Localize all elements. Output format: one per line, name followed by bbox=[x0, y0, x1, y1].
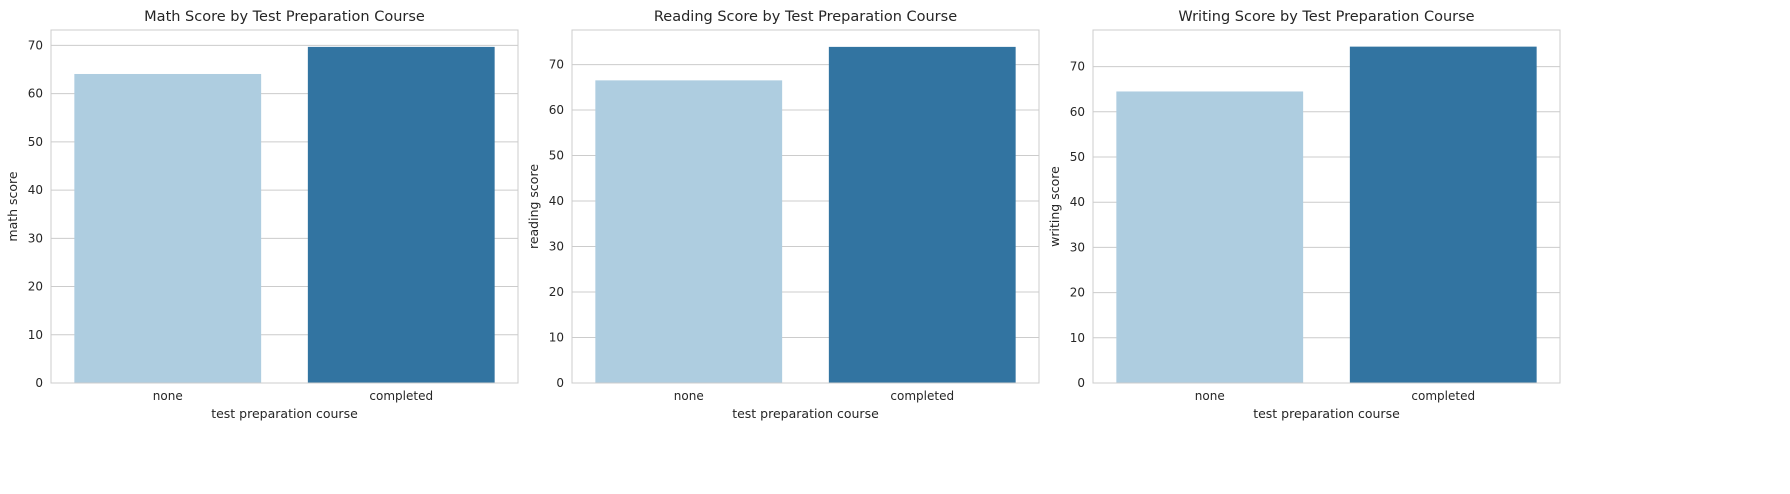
y-tick-label: 40 bbox=[549, 194, 564, 208]
x-tick-label: none bbox=[153, 389, 183, 403]
y-tick-label: 30 bbox=[1070, 240, 1085, 254]
x-axis-label: test preparation course bbox=[1253, 406, 1400, 421]
y-tick-label: 10 bbox=[28, 328, 43, 342]
y-tick-label: 40 bbox=[28, 183, 43, 197]
chart-title: Writing Score by Test Preparation Course bbox=[1178, 9, 1474, 25]
x-tick-label: completed bbox=[1411, 389, 1475, 403]
y-tick-label: 30 bbox=[28, 231, 43, 245]
y-tick-label: 40 bbox=[1070, 195, 1085, 209]
chart-title: Reading Score by Test Preparation Course bbox=[654, 9, 957, 25]
y-axis-label: reading score bbox=[526, 164, 541, 249]
y-tick-label: 70 bbox=[1070, 60, 1085, 74]
y-axis-label: writing score bbox=[1047, 166, 1062, 247]
x-axis-label: test preparation course bbox=[732, 406, 879, 421]
y-tick-label: 70 bbox=[549, 58, 564, 72]
y-tick-label: 50 bbox=[1070, 150, 1085, 164]
y-tick-label: 60 bbox=[28, 87, 43, 101]
y-tick-label: 60 bbox=[1070, 105, 1085, 119]
chart-title: Math Score by Test Preparation Course bbox=[144, 9, 425, 25]
y-tick-label: 0 bbox=[1077, 376, 1085, 390]
y-tick-label: 30 bbox=[549, 240, 564, 254]
bar-none bbox=[1116, 91, 1304, 383]
y-tick-label: 20 bbox=[549, 285, 564, 299]
y-tick-label: 0 bbox=[556, 376, 564, 390]
y-tick-label: 50 bbox=[549, 149, 564, 163]
bar-completed bbox=[1349, 46, 1537, 384]
bar-completed bbox=[828, 46, 1016, 383]
bar-completed bbox=[307, 46, 495, 383]
y-tick-label: 20 bbox=[28, 280, 43, 294]
x-axis-label: test preparation course bbox=[211, 406, 358, 421]
y-axis-label: math score bbox=[5, 171, 20, 242]
chart-panel-1: 0 10 20 30 40 50 60 70 none completed Math Score b… bbox=[5, 9, 519, 421]
y-tick-label: 20 bbox=[1070, 286, 1085, 300]
x-tick-label: completed bbox=[369, 389, 433, 403]
x-tick-label: none bbox=[674, 389, 704, 403]
x-tick-label: completed bbox=[890, 389, 954, 403]
y-tick-label: 70 bbox=[28, 38, 43, 52]
chart-panel-2: 0 10 20 30 40 50 60 70 none completed Reading Scor… bbox=[526, 9, 1040, 421]
plot-frame bbox=[1092, 29, 1561, 384]
bar-none bbox=[74, 73, 262, 383]
y-tick-label: 50 bbox=[28, 135, 43, 149]
chart-panel-3: 0 10 20 30 40 50 60 70 none completed Writing Scor… bbox=[1047, 9, 1561, 421]
y-tick-label: 60 bbox=[549, 103, 564, 117]
bar-none bbox=[595, 80, 783, 383]
y-tick-label: 0 bbox=[35, 376, 43, 390]
y-tick-label: 10 bbox=[549, 331, 564, 345]
x-tick-label: none bbox=[1195, 389, 1225, 403]
plot-frame bbox=[50, 29, 519, 384]
y-tick-label: 10 bbox=[1070, 331, 1085, 345]
plot-frame bbox=[571, 29, 1040, 384]
